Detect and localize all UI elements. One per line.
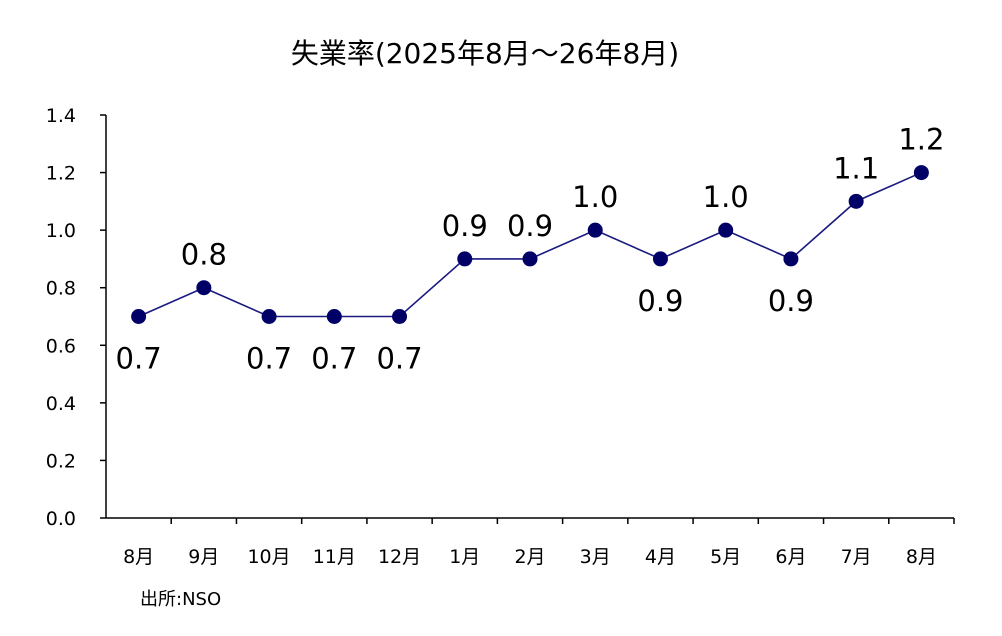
- x-tick-label: 8月: [906, 546, 937, 568]
- data-point: [587, 222, 603, 238]
- data-label: 0.7: [116, 342, 162, 376]
- data-point: [196, 280, 212, 296]
- x-tick-label: 7月: [841, 546, 872, 568]
- data-label: 0.7: [311, 342, 357, 376]
- x-tick-label: 12月: [378, 546, 421, 568]
- data-point: [457, 251, 473, 267]
- y-tick-label: 0.6: [46, 335, 76, 357]
- x-tick-label: 8月: [123, 546, 154, 568]
- data-point: [652, 251, 668, 267]
- y-tick-label: 0.0: [46, 508, 76, 530]
- data-label: 0.7: [246, 342, 292, 376]
- x-tick-label: 4月: [645, 546, 676, 568]
- data-label: 0.9: [637, 284, 683, 318]
- data-labels: 0.7 0.8 0.7 0.7 0.7 0.9 0.9 1.0 0.9 1.0 0.9 1.1 1.2: [116, 123, 945, 376]
- x-tick-label: 9月: [188, 546, 219, 568]
- y-ticks: 0.0 0.2 0.4 0.6 0.8 1.0 1.2 1.4: [46, 105, 106, 530]
- x-tick-label: 5月: [710, 546, 741, 568]
- data-label: 1.0: [572, 180, 618, 214]
- x-tick-label: 2月: [514, 546, 545, 568]
- y-tick-label: 1.4: [46, 105, 76, 127]
- data-markers: [131, 165, 929, 324]
- data-label: 0.9: [768, 284, 814, 318]
- data-point: [913, 165, 929, 181]
- data-point: [848, 193, 864, 209]
- data-label: 0.8: [181, 238, 227, 272]
- data-label: 1.1: [833, 151, 879, 185]
- y-tick-label: 0.2: [46, 450, 76, 472]
- chart-title: 失業率(2025年8月～26年8月): [291, 37, 679, 70]
- x-tick-label: 1月: [449, 546, 480, 568]
- y-tick-label: 0.8: [46, 278, 76, 300]
- x-ticks: [170, 518, 955, 524]
- y-tick-label: 0.4: [46, 393, 76, 415]
- data-point: [392, 309, 408, 324]
- data-point: [261, 309, 277, 324]
- data-point: [783, 251, 799, 267]
- data-label: 0.7: [376, 342, 422, 376]
- chart-axes: [105, 115, 954, 519]
- x-tick-label: 6月: [775, 546, 806, 568]
- data-point: [522, 251, 538, 267]
- data-label: 1.2: [898, 123, 944, 157]
- data-point: [326, 309, 342, 324]
- x-tick-labels: 8月 9月 10月 11月 12月 1月 2月 3月 4月 5月 6月 7月 8月: [123, 546, 937, 568]
- y-tick-label: 1.0: [46, 220, 76, 242]
- data-point: [131, 309, 147, 324]
- data-label: 1.0: [703, 180, 749, 214]
- x-tick-label: 11月: [313, 546, 356, 568]
- source-note: 出所:NSO: [140, 589, 221, 610]
- data-point: [718, 222, 734, 238]
- y-tick-label: 1.2: [46, 163, 76, 185]
- data-label: 0.9: [442, 209, 488, 243]
- x-tick-label: 3月: [580, 546, 611, 568]
- x-tick-label: 10月: [247, 546, 290, 568]
- data-label: 0.9: [507, 209, 553, 243]
